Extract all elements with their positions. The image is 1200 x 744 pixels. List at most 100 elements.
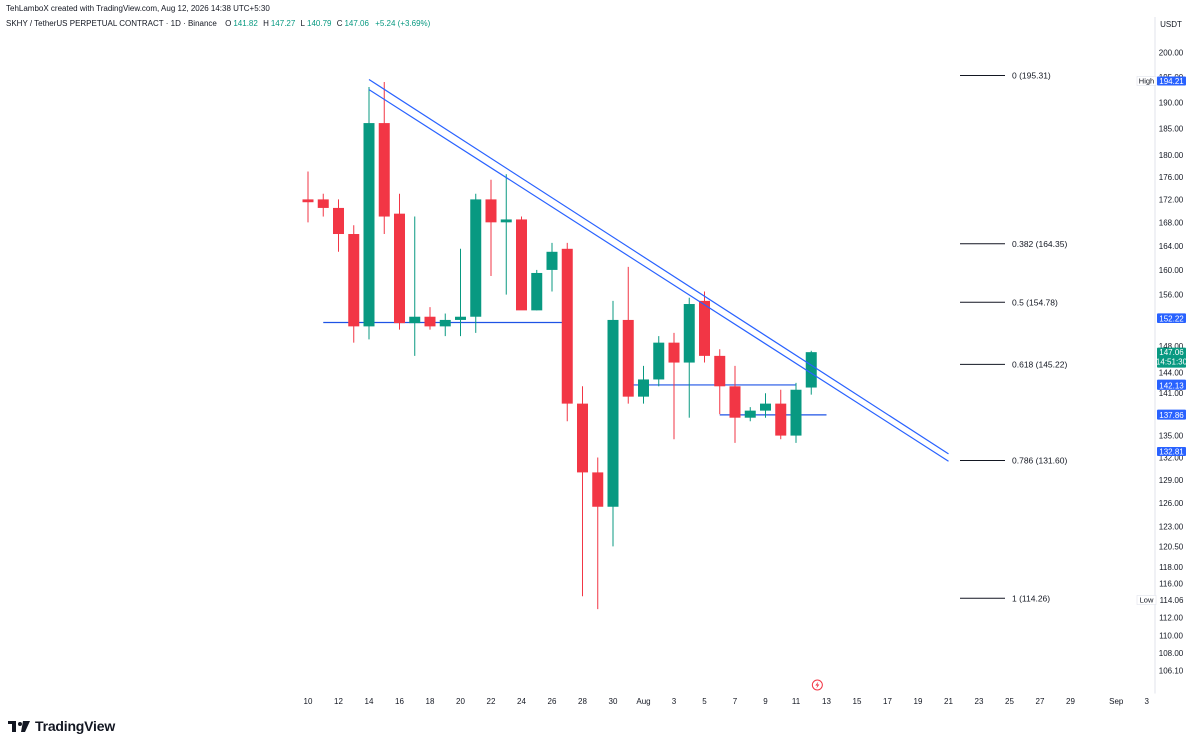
y-tick-label: 132.00	[1159, 454, 1184, 463]
price-tag-box	[1136, 595, 1157, 605]
y-tick-label: 164.00	[1159, 242, 1184, 251]
y-tick-label: 135.00	[1159, 432, 1184, 441]
candle-body[interactable]	[714, 355, 726, 387]
price-badge	[1157, 410, 1186, 420]
candle-body[interactable]	[470, 199, 482, 317]
y-tick-label: 172.00	[1159, 195, 1184, 204]
y-tick-label: 168.00	[1159, 218, 1184, 227]
x-tick-label: 3	[1145, 697, 1150, 706]
y-tick-label: 180.00	[1159, 151, 1184, 160]
candle-body[interactable]	[500, 219, 512, 223]
y-tick-label: 141.00	[1159, 389, 1184, 398]
x-tick-label: 30	[609, 697, 618, 706]
candle-body[interactable]	[653, 342, 665, 380]
y-tick-label: 116.00	[1159, 580, 1183, 589]
descending-trendline[interactable]	[368, 78, 949, 455]
candle-body[interactable]	[577, 403, 588, 473]
candle-body[interactable]	[760, 403, 771, 411]
symbol-legend: SKHY / TetherUS PERPETUAL CONTRACT · 1D …	[6, 17, 430, 31]
price-tag-label: High	[1139, 77, 1154, 86]
candle-body[interactable]	[439, 319, 451, 327]
price-tag-box	[1136, 76, 1157, 86]
candle-body[interactable]	[744, 410, 756, 418]
price-badge-text: 152.22	[1159, 315, 1184, 324]
x-tick-label: 12	[334, 697, 343, 706]
x-tick-label: 3	[672, 697, 677, 706]
y-tick-label: 108.00	[1159, 649, 1184, 658]
tradingview-logo-icon	[8, 721, 30, 732]
fib-level-label: 0.618 (145.22)	[1012, 359, 1067, 369]
low-value: 140.79	[307, 19, 332, 28]
x-tick-label: 15	[853, 697, 862, 706]
x-tick-label: 18	[426, 697, 435, 706]
y-tick-label: 129.00	[1159, 476, 1184, 485]
candle-body[interactable]	[302, 199, 314, 203]
y-tick-label: 110.00	[1159, 631, 1183, 640]
y-tick-label: 126.00	[1159, 499, 1184, 508]
candle-body[interactable]	[729, 386, 741, 418]
candle-body[interactable]	[607, 319, 619, 507]
x-tick-label: 5	[702, 697, 707, 706]
candle-body[interactable]	[531, 272, 543, 311]
candle-body[interactable]	[455, 316, 466, 320]
symbol-name[interactable]: SKHY / TetherUS PERPETUAL CONTRACT · 1D …	[6, 19, 217, 28]
candle-body[interactable]	[516, 219, 527, 311]
x-tick-label: 25	[1005, 697, 1014, 706]
y-tick-label: 144.00	[1159, 369, 1184, 378]
price-badge	[1157, 76, 1186, 86]
candle-body[interactable]	[775, 403, 787, 436]
candle-body[interactable]	[638, 379, 649, 397]
x-tick-label: Sep	[1109, 697, 1124, 706]
candle-body[interactable]	[699, 300, 710, 356]
change-value: +5.24 (+3.69%)	[375, 19, 431, 28]
fib-level-label: 0.786 (131.60)	[1012, 455, 1067, 465]
candle-body[interactable]	[378, 123, 390, 217]
x-tick-label: 10	[304, 697, 313, 706]
fib-level-label: 0.382 (164.35)	[1012, 239, 1067, 249]
candle-body[interactable]	[348, 234, 360, 327]
candle-body[interactable]	[394, 213, 405, 324]
fib-level-label: 0 (195.31)	[1012, 70, 1051, 80]
x-tick-label: 13	[822, 697, 831, 706]
close-value: 147.06	[344, 19, 369, 28]
x-tick-label: 24	[517, 697, 526, 706]
candle-body[interactable]	[485, 199, 497, 223]
candle-body[interactable]	[363, 123, 375, 327]
y-tick-label: 176.00	[1159, 173, 1184, 182]
high-label: H	[263, 19, 269, 28]
x-tick-label: 26	[548, 697, 557, 706]
descending-trendline[interactable]	[368, 89, 949, 462]
lightning-glyph	[815, 681, 820, 689]
candle-body[interactable]	[805, 352, 817, 388]
candle-body[interactable]	[317, 199, 329, 208]
price-badge-text: 142.13	[1159, 381, 1184, 390]
candle-body[interactable]	[333, 207, 344, 235]
y-tick-label: 120.50	[1159, 542, 1184, 551]
y-tick-label: 106.10	[1159, 667, 1184, 676]
y-tick-label: 160.00	[1159, 266, 1184, 275]
candle-body[interactable]	[424, 316, 436, 327]
x-tick-label: 19	[914, 697, 923, 706]
y-tick-label: 123.00	[1159, 522, 1184, 531]
x-tick-label: 22	[487, 697, 496, 706]
y-tick-label: 190.00	[1159, 98, 1184, 107]
x-tick-label: 21	[944, 697, 953, 706]
candle-body[interactable]	[790, 389, 802, 436]
candle-body[interactable]	[592, 472, 604, 507]
close-label: C	[336, 19, 343, 28]
y-tick-label: 185.00	[1159, 124, 1184, 133]
candle-body[interactable]	[622, 319, 634, 397]
x-tick-label: 16	[395, 697, 404, 706]
candle-body[interactable]	[683, 304, 695, 363]
price-badge-text: 147.06	[1159, 348, 1184, 357]
open-label: O	[225, 19, 232, 28]
candle-body[interactable]	[561, 248, 573, 404]
brand-name: TradingView	[35, 718, 116, 734]
x-tick-label: 27	[1036, 697, 1045, 706]
open-value: 141.82	[233, 19, 258, 28]
candle-body[interactable]	[668, 342, 680, 363]
x-tick-label: 14	[365, 697, 374, 706]
candle-body[interactable]	[546, 251, 558, 270]
candle-body[interactable]	[409, 316, 421, 324]
